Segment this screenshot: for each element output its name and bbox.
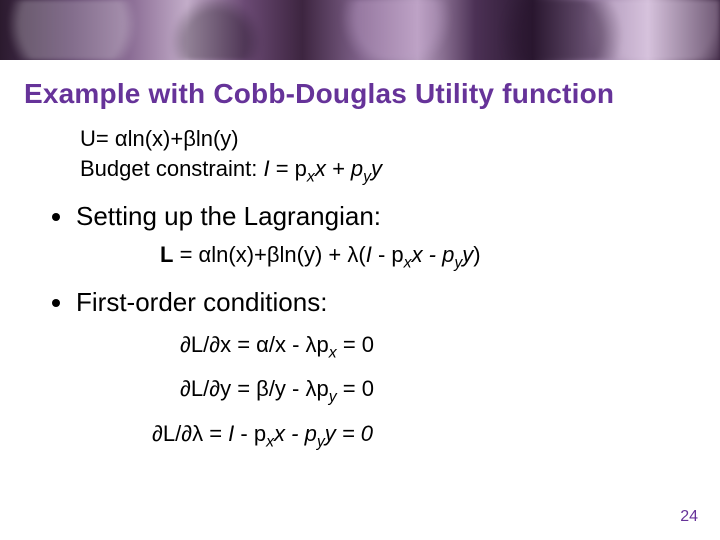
lagrangian-open: ( xyxy=(358,242,365,267)
budget-eq: = p xyxy=(270,156,307,181)
foc-dl-pxsub: x xyxy=(266,433,274,450)
lagrangian-yvar: y xyxy=(462,242,473,267)
lagrangian-lambda: λ xyxy=(347,242,358,267)
foc-dlambda: ∂L/∂λ = I - pxx - pyy = 0 xyxy=(152,413,660,457)
slide-content: U= αln(x)+βln(y) Budget constraint: I = … xyxy=(0,120,720,457)
lagrangian-L: L xyxy=(160,242,173,267)
budget-constraint-line: Budget constraint: I = pxx + pyy xyxy=(80,154,660,188)
lagrangian-eq-sign: = xyxy=(173,242,198,267)
py-subscript: y xyxy=(363,168,371,185)
px-subscript: x xyxy=(307,168,315,185)
lagrangian-lnx: ln(x)+ xyxy=(211,242,267,267)
slide-title: Example with Cobb-Douglas Utility functi… xyxy=(0,60,720,120)
utility-function-line: U= αln(x)+βln(y) xyxy=(80,124,660,154)
beta-symbol: β xyxy=(183,126,196,151)
bullet-foc: First-order conditions: xyxy=(52,287,660,318)
foc-equations: ∂L/∂x = α/x - λpx = 0 ∂L/∂y = β/y - λpy … xyxy=(180,324,660,457)
lny-text: ln(y) xyxy=(196,126,239,151)
bullet-lagrangian: Setting up the Lagrangian: xyxy=(52,201,660,232)
lagrangian-heading: Setting up the Lagrangian: xyxy=(76,201,381,232)
x-var: x + p xyxy=(315,156,363,181)
foc-dl-pysub: y xyxy=(317,433,325,450)
foc-dy-lhs: ∂L/∂y = β/y - λp xyxy=(180,376,329,401)
lagrangian-mid1: - p xyxy=(372,242,404,267)
foc-dx-lhs: ∂L/∂x = α/x - λp xyxy=(180,332,329,357)
budget-label: Budget constraint: xyxy=(80,156,263,181)
lagrangian-close: ) xyxy=(473,242,480,267)
foc-dl-xv: x - p xyxy=(274,421,317,446)
bullet-dot-icon xyxy=(52,213,60,221)
alpha-symbol: α xyxy=(115,126,128,151)
decorative-banner xyxy=(0,0,720,60)
foc-dx: ∂L/∂x = α/x - λpx = 0 xyxy=(180,324,660,368)
lagrangian-lny: ln(y) + xyxy=(280,242,348,267)
foc-dl-yv: y = 0 xyxy=(325,421,373,446)
lagrangian-beta: β xyxy=(267,242,280,267)
bullet-dot-icon xyxy=(52,299,60,307)
foc-dl-b: - p xyxy=(234,421,266,446)
slide-number: 24 xyxy=(680,508,698,526)
lagrangian-px-sub: x xyxy=(404,255,412,272)
foc-dl-a: ∂L/∂λ = xyxy=(152,421,228,446)
foc-dx-sub: x xyxy=(329,344,337,361)
foc-heading: First-order conditions: xyxy=(76,287,327,318)
foc-dy-sub: y xyxy=(329,389,337,406)
lagrangian-equation: L = αln(x)+βln(y) + λ(I - pxx - pyy) xyxy=(160,242,660,272)
foc-dy: ∂L/∂y = β/y - λpy = 0 xyxy=(180,368,660,412)
utility-prefix: U= xyxy=(80,126,115,151)
lnx-text: ln(x)+ xyxy=(128,126,184,151)
foc-dx-zero: = 0 xyxy=(337,332,374,357)
lagrangian-alpha: α xyxy=(199,242,212,267)
y-var: y xyxy=(371,156,382,181)
foc-dy-zero: = 0 xyxy=(337,376,374,401)
lagrangian-xvar: x - p xyxy=(412,242,455,267)
